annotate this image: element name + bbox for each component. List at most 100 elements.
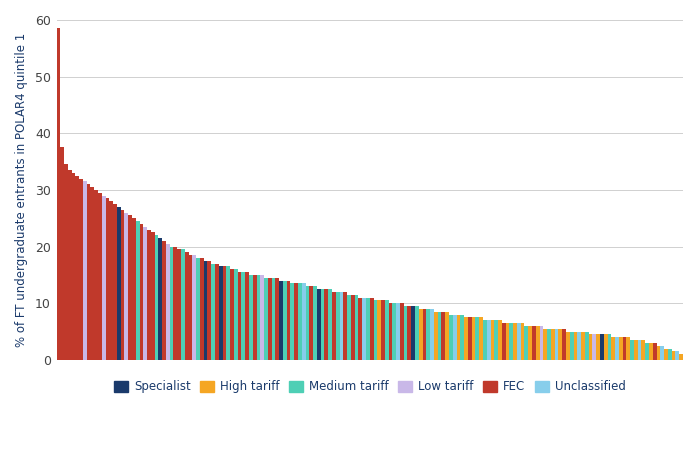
Bar <box>98 193 102 360</box>
Bar <box>430 309 434 360</box>
Bar <box>408 306 411 360</box>
Bar <box>577 332 581 360</box>
Bar <box>547 328 551 360</box>
Bar <box>102 196 105 360</box>
Bar <box>158 238 162 360</box>
Bar <box>170 247 174 360</box>
Bar <box>174 247 177 360</box>
Bar <box>332 292 336 360</box>
Bar <box>75 176 79 360</box>
Bar <box>218 266 223 360</box>
Bar <box>290 284 295 360</box>
Bar <box>649 343 653 360</box>
Bar <box>671 351 676 360</box>
Bar <box>438 312 441 360</box>
Bar <box>385 301 389 360</box>
Bar <box>585 332 588 360</box>
Bar <box>272 278 276 360</box>
Bar <box>468 317 472 360</box>
Bar <box>223 266 226 360</box>
Bar <box>94 190 98 360</box>
Bar <box>359 297 362 360</box>
Bar <box>339 292 343 360</box>
Bar <box>313 286 317 360</box>
Bar <box>336 292 339 360</box>
Bar <box>422 309 426 360</box>
Bar <box>253 275 257 360</box>
Bar <box>411 306 415 360</box>
Bar <box>528 326 532 360</box>
Bar <box>230 269 234 360</box>
Bar <box>475 317 480 360</box>
Bar <box>245 272 249 360</box>
Bar <box>664 349 668 360</box>
Bar <box>57 28 60 360</box>
Bar <box>320 289 325 360</box>
Bar <box>445 312 449 360</box>
Bar <box>638 340 641 360</box>
Bar <box>524 326 528 360</box>
Bar <box>653 343 657 360</box>
Bar <box>362 297 366 360</box>
Bar <box>403 306 408 360</box>
Bar <box>185 252 188 360</box>
Bar <box>630 340 634 360</box>
Bar <box>593 334 596 360</box>
Bar <box>464 317 468 360</box>
Bar <box>502 323 505 360</box>
Bar <box>574 332 577 360</box>
Bar <box>626 337 630 360</box>
Bar <box>634 340 638 360</box>
Bar <box>543 328 547 360</box>
Bar <box>434 312 438 360</box>
Bar <box>480 317 483 360</box>
Bar <box>600 334 604 360</box>
Bar <box>449 315 453 360</box>
Bar <box>460 315 464 360</box>
Bar <box>343 292 347 360</box>
Bar <box>143 227 147 360</box>
Bar <box>566 332 570 360</box>
Bar <box>472 317 475 360</box>
Bar <box>188 255 193 360</box>
Bar <box>558 328 562 360</box>
Bar <box>426 309 430 360</box>
Bar <box>378 301 381 360</box>
Bar <box>79 179 83 360</box>
Bar <box>87 184 91 360</box>
Bar <box>121 210 124 360</box>
Bar <box>147 230 151 360</box>
Bar <box>237 272 242 360</box>
Bar <box>419 309 422 360</box>
Bar <box>302 284 306 360</box>
Bar <box>551 328 555 360</box>
Bar <box>604 334 607 360</box>
Bar <box>510 323 513 360</box>
Bar <box>298 284 302 360</box>
Bar <box>521 323 524 360</box>
Bar <box>268 278 272 360</box>
Bar <box>215 264 218 360</box>
Bar <box>234 269 237 360</box>
Bar <box>83 181 87 360</box>
Bar <box>283 280 287 360</box>
Bar <box>162 241 166 360</box>
Bar <box>513 323 517 360</box>
Bar <box>117 207 121 360</box>
Bar <box>679 354 683 360</box>
Bar <box>166 244 170 360</box>
Bar <box>611 337 615 360</box>
Bar <box>668 349 671 360</box>
Y-axis label: % of FT undergraduate entrants in POLAR4 quintile 1: % of FT undergraduate entrants in POLAR4… <box>15 33 28 347</box>
Bar <box>155 235 158 360</box>
Legend: Specialist, High tariff, Medium tariff, Low tariff, FEC, Unclassified: Specialist, High tariff, Medium tariff, … <box>109 376 630 398</box>
Bar <box>177 249 181 360</box>
Bar <box>257 275 260 360</box>
Bar <box>135 221 140 360</box>
Bar <box>623 337 626 360</box>
Bar <box>64 164 68 360</box>
Bar <box>660 346 664 360</box>
Bar <box>536 326 540 360</box>
Bar <box>588 334 593 360</box>
Bar <box>309 286 313 360</box>
